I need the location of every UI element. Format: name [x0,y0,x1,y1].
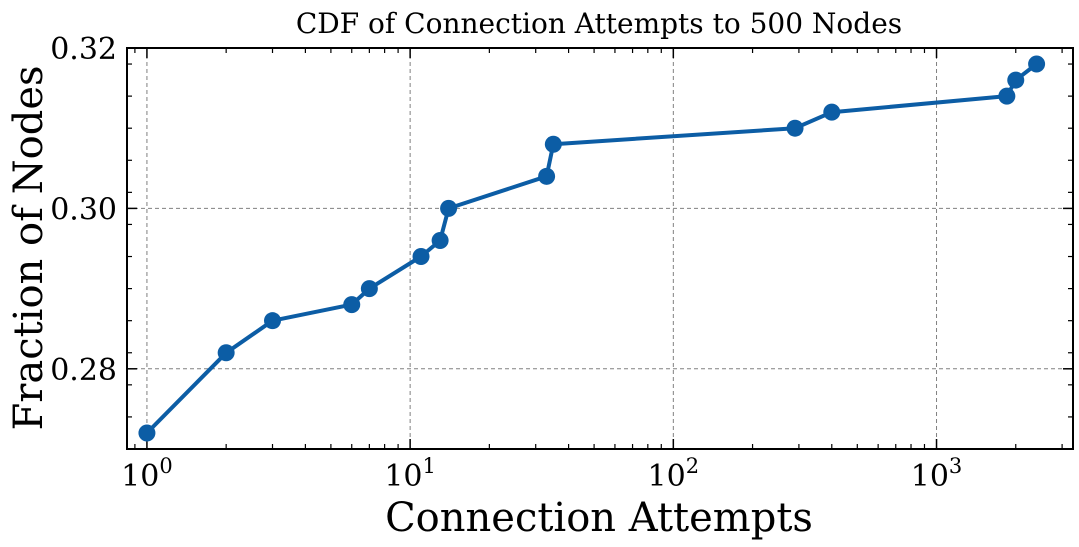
chart-title: CDF of Connection Attempts to 500 Nodes [296,7,902,40]
data-point [412,248,430,266]
x-tick-label: 101 [384,454,436,494]
y-tick-label: 0.28 [50,353,117,388]
data-point [823,103,841,121]
x-tick-label-exponent: 1 [423,454,436,478]
grid [127,47,1073,449]
x-tick-label-base: 10 [911,459,949,494]
data-point [1028,55,1046,73]
x-tick-label: 102 [648,454,700,494]
y-tick-label: 0.32 [50,32,117,67]
x-tick-label-base: 10 [384,459,422,494]
y-axis-label: Fraction of Nodes [6,65,52,430]
x-tick-label-base: 10 [648,459,686,494]
x-tick-label-base: 10 [121,459,159,494]
data-point [343,296,361,314]
axis-ticks [127,47,1073,450]
x-tick-label-exponent: 3 [949,454,962,478]
y-tick-label: 0.30 [50,192,117,227]
data-point [217,344,235,362]
data-point [538,167,556,185]
plot-frame [126,47,1074,450]
data-point [431,231,449,249]
data-point [786,119,804,137]
data-point [1007,71,1025,89]
series-line [145,62,1038,435]
x-tick-label-exponent: 2 [686,454,699,478]
data-point [998,87,1016,105]
data-point [544,135,562,153]
x-tick-label-exponent: 0 [159,454,172,478]
data-point [360,280,378,298]
x-tick-label: 100 [121,454,173,494]
data-point [264,312,282,330]
data-point [440,199,458,217]
data-point [138,424,156,442]
x-tick-label: 103 [911,454,963,494]
x-axis-label: Connection Attempts [385,495,813,541]
data-series [138,55,1046,442]
